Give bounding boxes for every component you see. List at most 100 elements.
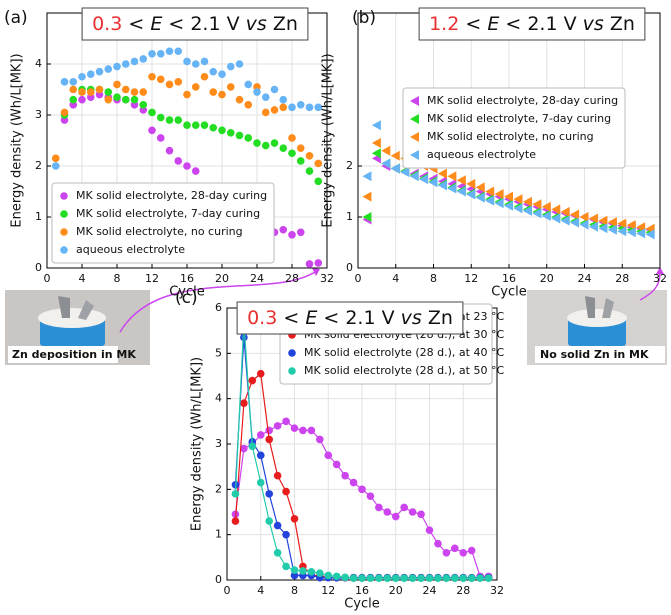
marker — [113, 62, 121, 71]
marker — [451, 544, 459, 553]
marker — [113, 93, 121, 101]
marker — [626, 227, 636, 238]
marker — [451, 574, 459, 582]
marker — [551, 204, 561, 215]
marker — [442, 574, 451, 582]
marker — [437, 168, 447, 179]
marker — [358, 485, 366, 494]
marker — [191, 60, 200, 68]
marker — [248, 376, 257, 385]
marker — [279, 144, 288, 152]
title-part: < — [122, 13, 150, 35]
marker — [366, 574, 375, 582]
marker — [434, 539, 442, 548]
marker — [409, 171, 419, 182]
marker — [165, 116, 174, 124]
x-tick-label: 0 — [355, 272, 362, 285]
legend-label: MK solid electrolyte, 28-day curing — [76, 189, 267, 202]
title-box — [418, 7, 646, 41]
y-tick-label: 2 — [215, 482, 222, 495]
legend-box — [51, 182, 275, 264]
marker — [282, 530, 290, 539]
marker — [296, 228, 305, 237]
x-tick-label: 8 — [430, 272, 437, 285]
marker — [305, 167, 314, 175]
marker — [513, 203, 523, 214]
marker — [341, 471, 349, 480]
marker — [148, 50, 156, 58]
marker — [288, 134, 296, 142]
marker — [362, 212, 372, 222]
marker — [391, 574, 400, 582]
marker — [522, 205, 532, 216]
marker — [466, 189, 476, 200]
marker — [60, 78, 69, 86]
marker — [121, 85, 130, 94]
marker — [165, 47, 174, 56]
marker — [191, 83, 200, 91]
x-tick-label: 12 — [145, 272, 159, 285]
x-tick-label: 0 — [224, 584, 231, 597]
marker — [349, 478, 358, 487]
marker — [560, 215, 570, 226]
marker — [456, 175, 466, 186]
x-tick-label: 4 — [392, 272, 399, 285]
marker — [261, 93, 270, 101]
x-axis-label: Cycle — [344, 597, 380, 612]
marker — [253, 139, 261, 147]
marker — [282, 562, 290, 571]
legend-box — [402, 87, 626, 169]
marker — [410, 114, 419, 124]
y-tick-label: 1 — [35, 210, 42, 223]
title-part: 0.3 — [92, 13, 122, 35]
marker — [226, 129, 235, 137]
marker — [375, 503, 383, 512]
marker — [570, 209, 580, 220]
marker — [570, 217, 580, 228]
marker — [95, 67, 104, 76]
marker — [78, 72, 86, 81]
marker — [104, 88, 113, 96]
title-part: vs — [401, 307, 422, 329]
marker — [244, 80, 253, 89]
marker — [78, 95, 86, 104]
marker — [256, 431, 265, 439]
marker — [256, 478, 265, 487]
x-tick-label: 28 — [285, 272, 299, 285]
marker — [494, 198, 504, 209]
marker — [183, 57, 191, 66]
marker — [636, 228, 646, 239]
marker — [447, 183, 457, 194]
marker — [273, 549, 282, 557]
marker — [265, 426, 273, 435]
marker — [390, 150, 400, 161]
marker — [314, 177, 323, 186]
marker — [130, 88, 139, 96]
marker — [324, 571, 333, 580]
marker — [366, 492, 375, 500]
marker — [607, 217, 617, 228]
marker — [60, 228, 68, 236]
marker — [532, 208, 542, 219]
marker — [541, 201, 551, 212]
y-tick-label: 4 — [35, 57, 42, 70]
marker — [617, 226, 627, 237]
marker — [417, 574, 425, 582]
x-axis-label: Cycle — [491, 285, 527, 300]
marker — [290, 515, 299, 523]
marker — [383, 574, 392, 582]
marker — [235, 60, 244, 68]
marker — [316, 435, 324, 444]
marker — [442, 549, 451, 557]
x-tick-label: 16 — [502, 272, 516, 285]
marker — [290, 424, 299, 432]
marker — [645, 229, 655, 240]
marker — [410, 150, 419, 160]
marker — [434, 574, 442, 582]
marker — [51, 154, 60, 163]
marker — [256, 451, 265, 460]
marker — [551, 213, 561, 224]
x-tick-label: 8 — [291, 584, 298, 597]
marker — [279, 225, 288, 234]
